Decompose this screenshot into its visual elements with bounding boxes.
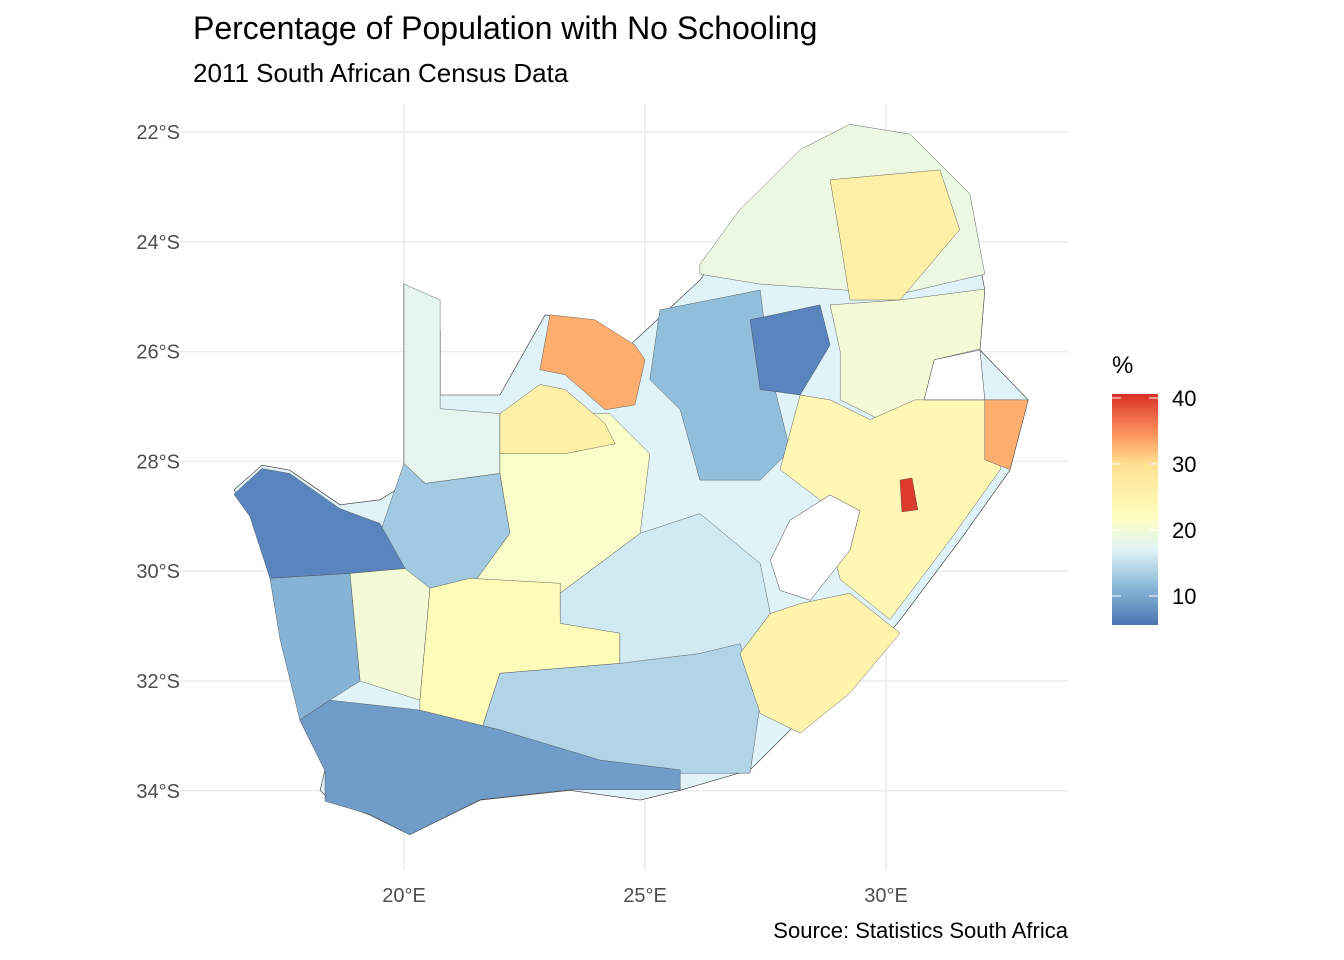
chart-subtitle: 2011 South African Census Data <box>193 58 569 88</box>
legend-tick-label: 40 <box>1172 386 1196 411</box>
district-region <box>739 592 901 734</box>
axis-ticks: 20°E 25°E 30°E 22°S 24°S 26°S 28°S 30°S 32°S 34°S <box>136 122 907 907</box>
legend-title: % <box>1112 352 1134 379</box>
excluded-country <box>770 494 861 601</box>
y-tick-label: 34°S <box>136 781 180 803</box>
legend-tick-label: 20 <box>1172 518 1196 543</box>
district-region <box>749 304 831 396</box>
legend-tick-label: 10 <box>1172 584 1196 609</box>
district-region <box>984 399 1029 470</box>
y-tick-label: 24°S <box>136 232 180 254</box>
legend-colorbar <box>1112 394 1158 625</box>
x-tick-label: 25°E <box>623 885 667 907</box>
color-legend: 10 20 30 40 <box>1112 386 1196 625</box>
district-regions <box>233 124 1029 836</box>
legend-tick-label: 30 <box>1172 452 1196 477</box>
district-region <box>349 568 431 701</box>
y-tick-label: 30°S <box>136 561 180 583</box>
chart-caption: Source: Statistics South Africa <box>773 918 1068 943</box>
x-tick-label: 20°E <box>382 885 426 907</box>
district-region <box>499 384 616 454</box>
district-region <box>233 468 406 579</box>
district-region <box>299 699 681 835</box>
chart-title: Percentage of Population with No Schooli… <box>193 10 818 46</box>
y-tick-label: 32°S <box>136 671 180 693</box>
excluded-country <box>923 349 986 401</box>
district-region <box>539 314 646 411</box>
y-tick-label: 28°S <box>136 451 180 473</box>
district-region <box>899 477 919 513</box>
y-tick-label: 26°S <box>136 342 180 364</box>
x-tick-label: 30°E <box>864 885 908 907</box>
y-tick-label: 22°S <box>136 122 180 144</box>
district-region <box>403 283 501 484</box>
